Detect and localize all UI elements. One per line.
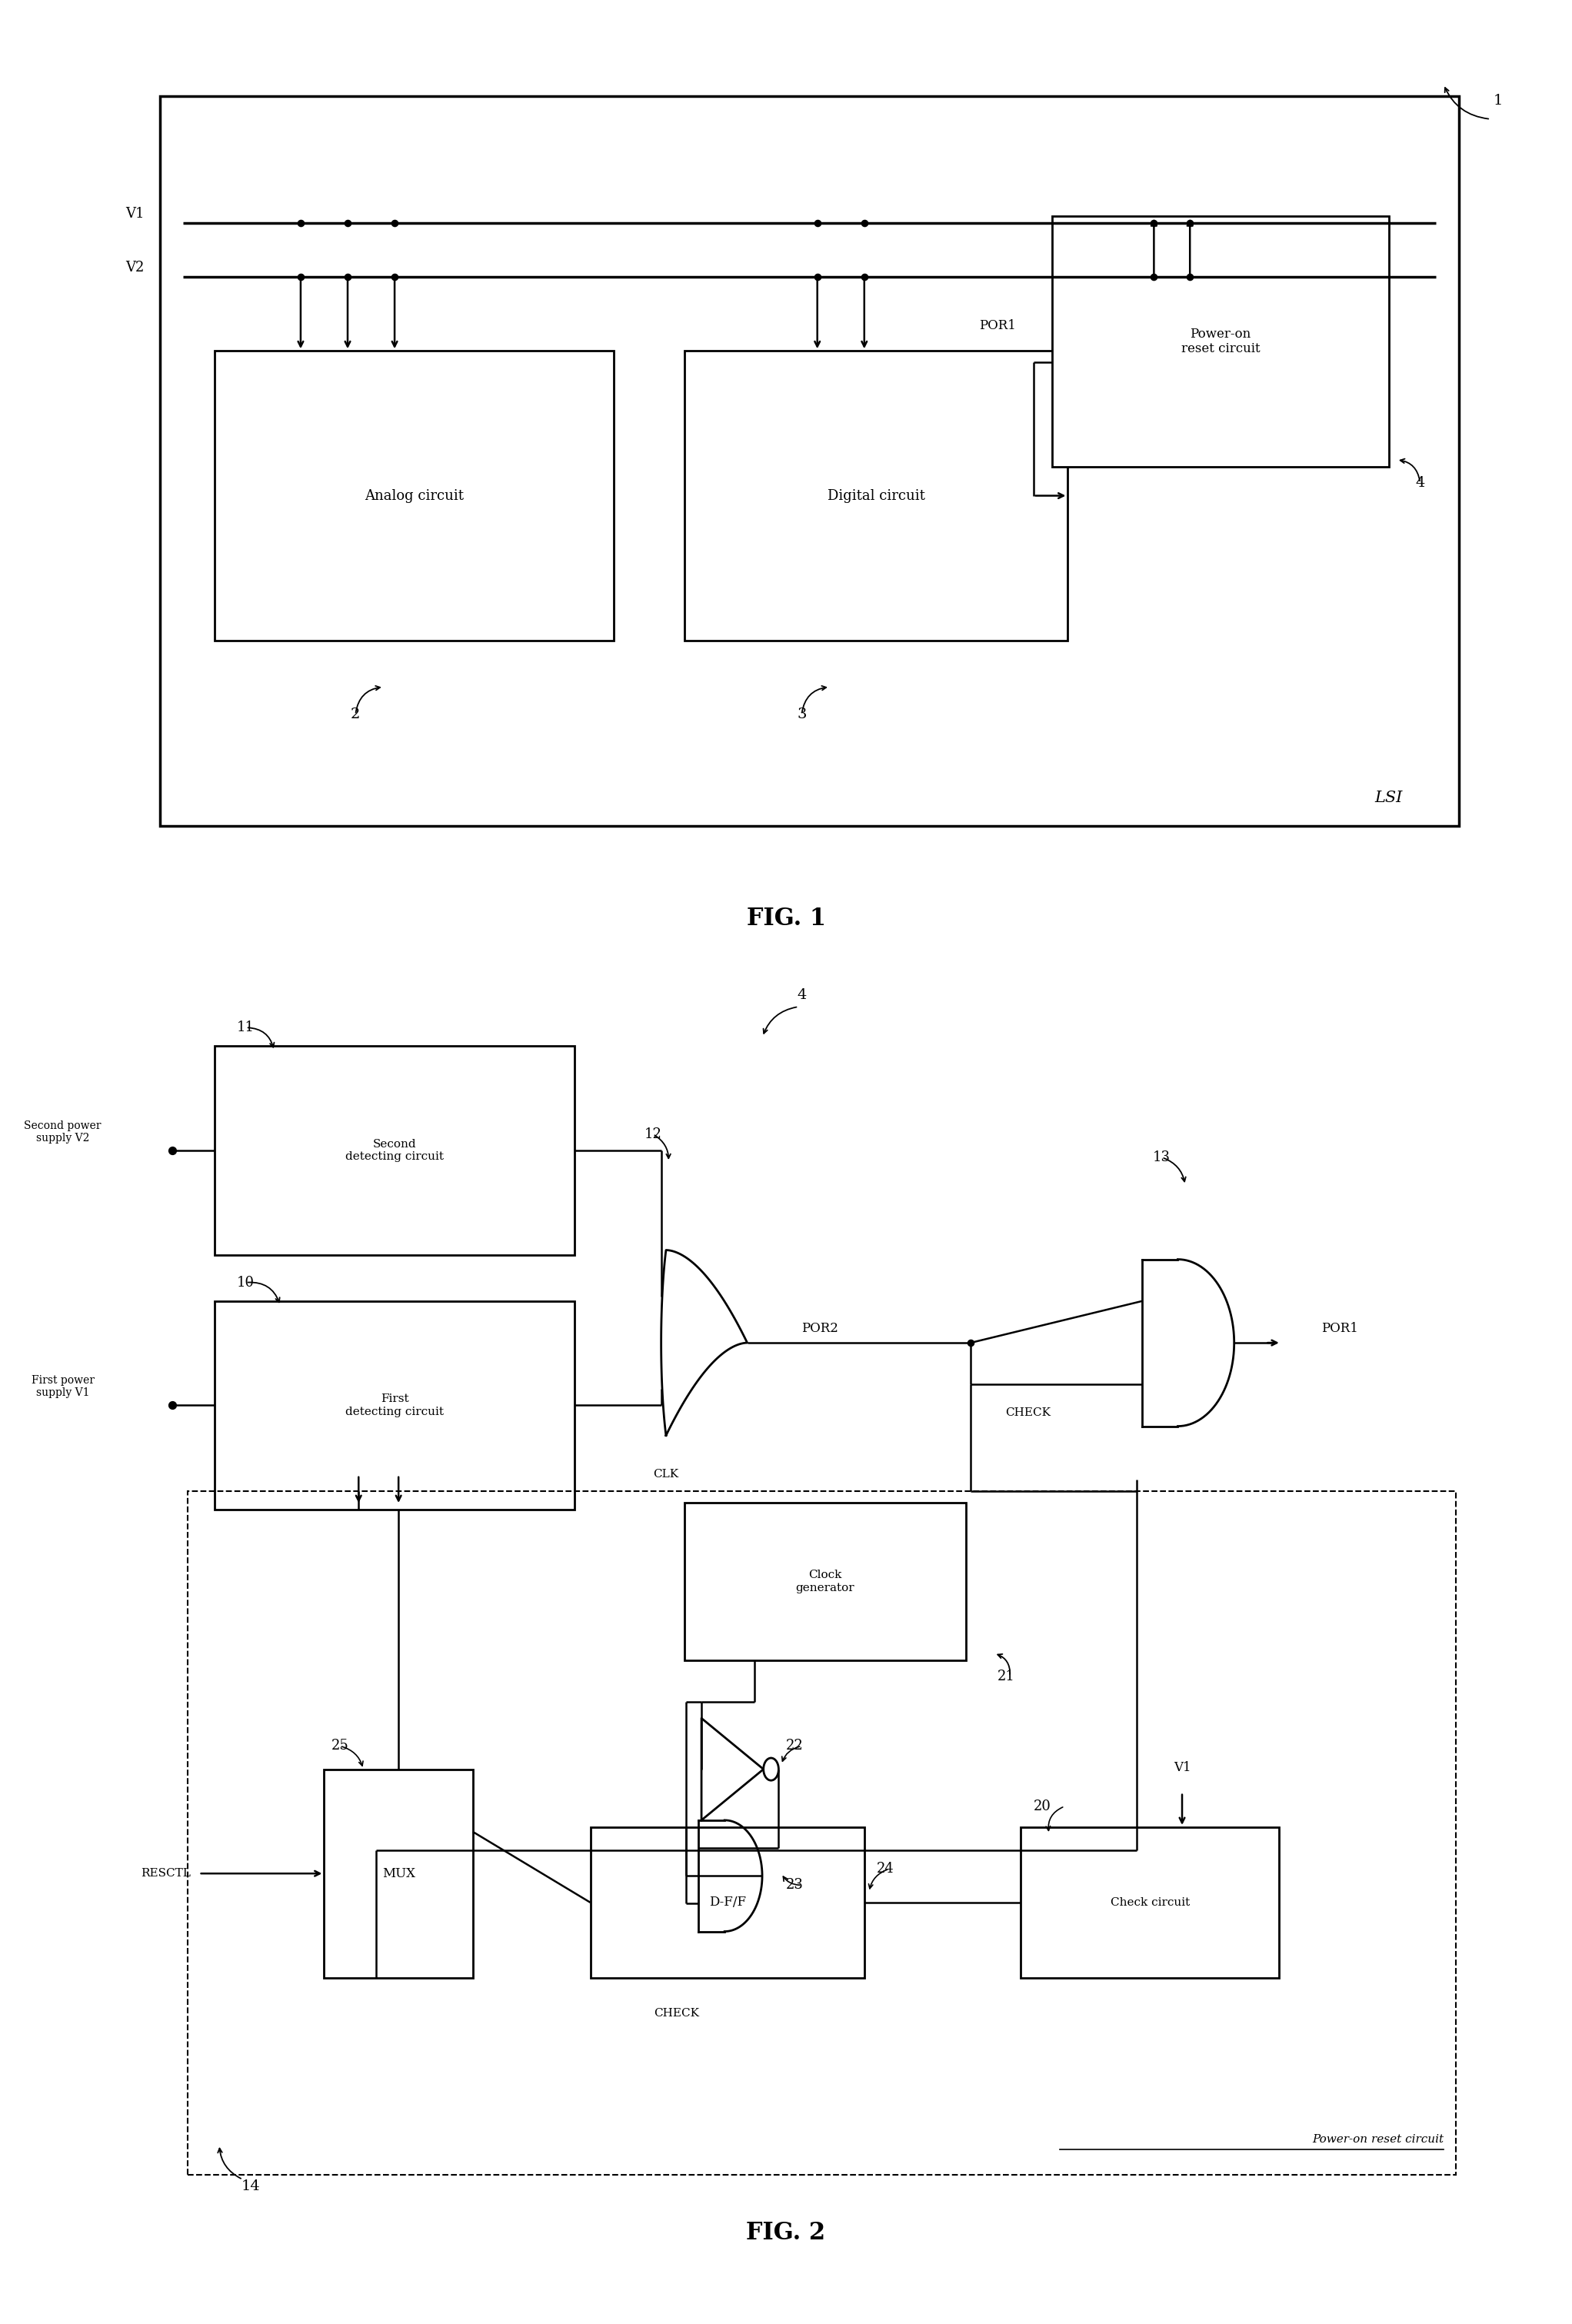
- Text: 10: 10: [237, 1276, 255, 1290]
- Text: V1: V1: [126, 207, 145, 221]
- Point: [959, 1325, 984, 1362]
- Point: [160, 1387, 185, 1425]
- Point: [335, 205, 360, 242]
- Bar: [324, 1769, 473, 1978]
- Text: Second
detecting circuit: Second detecting circuit: [346, 1139, 443, 1162]
- Text: 4: 4: [1415, 476, 1424, 490]
- Text: First power
supply V1: First power supply V1: [31, 1376, 94, 1399]
- Text: 3: 3: [797, 709, 806, 723]
- Text: First
detecting circuit: First detecting circuit: [346, 1394, 443, 1418]
- Point: [1177, 258, 1203, 295]
- Text: RESCTL: RESCTL: [141, 1868, 192, 1878]
- Text: Digital circuit: Digital circuit: [827, 488, 924, 502]
- Text: MUX: MUX: [382, 1866, 415, 1880]
- Point: [382, 205, 407, 242]
- Text: Power-on
reset circuit: Power-on reset circuit: [1181, 328, 1259, 356]
- Point: [382, 258, 407, 295]
- Text: POR1: POR1: [979, 318, 1016, 332]
- Text: 24: 24: [877, 1862, 894, 1875]
- Point: [335, 258, 360, 295]
- Bar: [1020, 1827, 1280, 1978]
- Text: Check circuit: Check circuit: [1110, 1896, 1190, 1908]
- Text: 4: 4: [797, 988, 806, 1002]
- Text: Clock
generator: Clock generator: [795, 1571, 855, 1592]
- Point: [805, 205, 830, 242]
- Text: FIG. 2: FIG. 2: [747, 2222, 825, 2245]
- Text: CLK: CLK: [652, 1469, 679, 1480]
- Bar: [591, 1827, 865, 1978]
- Text: Analog circuit: Analog circuit: [365, 488, 464, 502]
- Text: 11: 11: [237, 1020, 255, 1034]
- Bar: [189, 1492, 1456, 2175]
- Text: 13: 13: [1152, 1150, 1171, 1164]
- Text: 14: 14: [241, 2180, 259, 2194]
- Bar: [160, 95, 1459, 825]
- Text: 1: 1: [1493, 93, 1503, 107]
- Text: LSI: LSI: [1376, 790, 1402, 806]
- Text: 20: 20: [1033, 1799, 1052, 1813]
- Text: 12: 12: [645, 1127, 662, 1141]
- Point: [160, 1132, 185, 1169]
- Point: [805, 258, 830, 295]
- Text: Power-on reset circuit: Power-on reset circuit: [1313, 2133, 1443, 2145]
- Bar: [684, 1504, 967, 1659]
- Bar: [1052, 216, 1388, 467]
- Point: [1141, 205, 1166, 242]
- Point: [1177, 205, 1203, 242]
- Text: 21: 21: [997, 1669, 1016, 1683]
- Text: CHECK: CHECK: [654, 2008, 700, 2020]
- Text: V2: V2: [126, 260, 145, 274]
- Bar: [214, 1301, 575, 1511]
- Bar: [214, 1046, 575, 1255]
- Point: [288, 258, 313, 295]
- Text: Second power
supply V2: Second power supply V2: [24, 1120, 101, 1143]
- Text: 23: 23: [786, 1878, 803, 1892]
- Bar: [684, 351, 1067, 641]
- Text: FIG. 1: FIG. 1: [747, 906, 825, 930]
- Text: 2: 2: [351, 709, 360, 723]
- Point: [288, 205, 313, 242]
- Text: CHECK: CHECK: [1005, 1408, 1050, 1418]
- Point: [852, 205, 877, 242]
- Text: POR1: POR1: [1322, 1322, 1358, 1336]
- Text: 25: 25: [332, 1738, 349, 1752]
- Bar: [214, 351, 613, 641]
- Text: POR2: POR2: [802, 1322, 838, 1336]
- Text: V1: V1: [1173, 1762, 1192, 1773]
- Text: D-F/F: D-F/F: [709, 1896, 745, 1908]
- Point: [1141, 258, 1166, 295]
- Point: [852, 258, 877, 295]
- Text: 22: 22: [786, 1738, 803, 1752]
